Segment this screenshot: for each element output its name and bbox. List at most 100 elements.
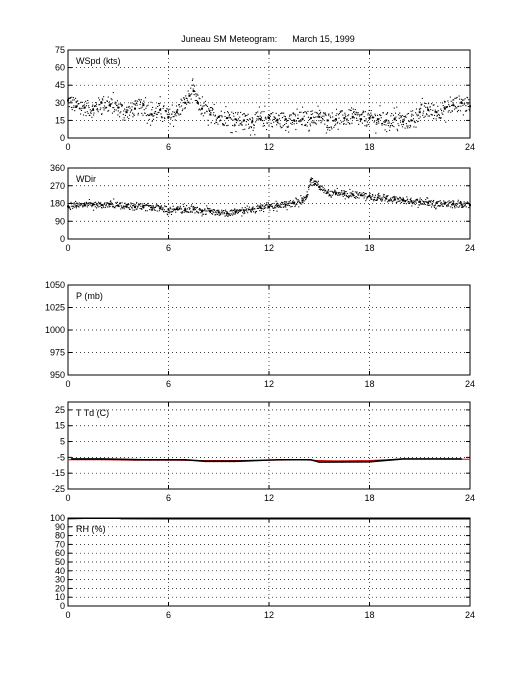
wind-direction-scatter-dot	[410, 198, 412, 200]
wind-direction-scatter-dot	[237, 212, 239, 214]
wind-speed-scatter-dot	[330, 126, 332, 128]
wind-speed-scatter-dot	[132, 116, 134, 118]
wind-direction-scatter-dot	[179, 208, 181, 210]
wind-direction-scatter-dot	[280, 206, 282, 208]
wind-speed-scatter-dot	[325, 132, 327, 134]
wind-direction-scatter-dot	[98, 202, 101, 204]
wind-direction-scatter-dot	[333, 191, 335, 193]
wind-direction-scatter-dot	[315, 184, 317, 186]
wind-direction-scatter-dot	[431, 204, 433, 206]
wind-direction-scatter-dot	[437, 205, 439, 207]
wind-speed-scatter-dot	[430, 109, 432, 111]
wind-direction-xtick-label: 24	[465, 243, 475, 253]
wind-direction-scatter-dot	[392, 196, 394, 198]
wind-direction-point	[142, 204, 145, 207]
wind-speed-scatter-dot	[230, 118, 232, 120]
wind-direction-scatter-dot	[101, 204, 103, 206]
wind-speed-scatter-dot	[389, 125, 392, 127]
wind-speed-scatter-dot	[168, 111, 170, 113]
wind-speed-scatter-dot	[260, 119, 262, 121]
wind-direction-scatter-dot	[120, 208, 122, 210]
wind-direction-scatter-dot	[343, 190, 345, 192]
wind-direction-scatter-dot	[371, 194, 374, 196]
wind-speed-scatter-dot	[395, 119, 397, 122]
wind-direction-scatter-dot	[191, 211, 193, 213]
wind-direction-scatter-dot	[248, 208, 250, 210]
wind-direction-scatter-dot	[144, 204, 146, 207]
wind-speed-scatter-dot	[240, 122, 242, 124]
wind-speed-scatter-dot	[365, 120, 367, 122]
wind-speed-scatter-dot	[270, 113, 272, 115]
wind-speed-scatter-dot	[442, 113, 444, 115]
wind-direction-scatter-dot	[79, 204, 81, 207]
wind-speed-scatter-dot	[455, 107, 457, 109]
wind-direction-scatter-dot	[424, 203, 426, 206]
wind-speed-scatter-dot	[324, 112, 326, 114]
wind-direction-scatter-dot	[188, 211, 190, 213]
wind-direction-scatter-dot	[363, 193, 366, 195]
wind-direction-scatter-dot	[212, 209, 214, 211]
wind-direction-scatter-dot	[242, 212, 244, 214]
wind-direction-scatter-dot	[194, 212, 196, 214]
temperature-dewpoint-series-point	[100, 458, 103, 460]
wind-direction-scatter-dot	[84, 202, 86, 204]
wind-direction-scatter-dot	[384, 200, 386, 202]
wind-speed-scatter-dot	[175, 115, 177, 117]
wind-direction-scatter-dot	[223, 211, 225, 214]
wind-speed-scatter-dot	[101, 113, 103, 115]
wind-speed-scatter-dot	[407, 125, 409, 127]
wind-direction-scatter-dot	[379, 198, 381, 200]
wind-speed-scatter-dot	[181, 99, 183, 101]
wind-direction-scatter-dot	[453, 204, 455, 206]
wind-direction-scatter-dot	[349, 192, 351, 194]
wind-speed-scatter-dot	[392, 114, 394, 116]
wind-speed-scatter-dot	[81, 107, 83, 109]
wind-speed-scatter-dot	[230, 131, 232, 134]
wind-direction-scatter-dot	[240, 210, 242, 212]
wind-direction-scatter-dot	[179, 205, 181, 207]
wind-direction-scatter-dot	[195, 207, 197, 209]
wind-direction-scatter-dot	[69, 208, 71, 210]
wind-speed-scatter-dot	[144, 97, 147, 99]
wind-speed-scatter-dot	[92, 104, 94, 106]
wind-speed-point	[142, 104, 145, 107]
wind-direction-scatter-dot	[304, 199, 307, 201]
wind-speed-scatter-dot	[72, 106, 74, 109]
wind-direction-scatter-dot	[318, 188, 320, 190]
wind-speed-scatter-dot	[180, 105, 183, 107]
wind-direction-scatter-dot	[214, 209, 216, 211]
wind-speed-scatter-dot	[353, 117, 356, 119]
wind-direction-scatter-dot	[309, 184, 311, 186]
wind-speed-scatter-dot	[458, 105, 460, 107]
wind-speed-scatter-dot	[140, 99, 142, 101]
wind-speed-scatter-dot	[233, 125, 235, 127]
wind-direction-scatter-dot	[263, 211, 265, 213]
wind-speed-scatter-dot	[319, 109, 321, 111]
wind-direction-point	[293, 202, 296, 205]
wind-speed-scatter-dot	[149, 114, 151, 116]
wind-speed-scatter-dot	[397, 114, 399, 116]
wind-direction-scatter-dot	[201, 215, 203, 217]
wind-direction-scatter-dot	[102, 204, 104, 206]
wind-direction-scatter-dot	[444, 201, 446, 203]
wind-speed-scatter-dot	[339, 123, 341, 125]
wind-direction-scatter-dot	[132, 209, 134, 211]
wind-speed-scatter-dot	[304, 111, 306, 113]
wind-direction-scatter-dot	[243, 211, 245, 213]
wind-direction-scatter-dot	[95, 207, 98, 209]
pressure-xtick-label: 24	[465, 379, 475, 389]
wind-speed-scatter-dot	[412, 118, 415, 120]
wind-direction-scatter-dot	[220, 211, 222, 213]
wind-direction-scatter-dot	[423, 201, 425, 203]
wind-speed-scatter-dot	[177, 109, 179, 111]
wind-speed-scatter-dot	[260, 116, 263, 118]
wind-speed-scatter-dot	[111, 103, 113, 105]
wind-direction-scatter-dot	[141, 203, 143, 205]
wind-direction-scatter-dot	[180, 208, 183, 210]
wind-direction-scatter-dot	[96, 204, 98, 206]
wind-speed-scatter-dot	[177, 113, 179, 115]
relative-humidity-ytick-label: 100	[50, 513, 65, 523]
wind-direction-scatter-dot	[327, 190, 329, 192]
wind-direction-scatter-dot	[350, 196, 352, 198]
wind-direction-scatter-dot	[270, 205, 272, 207]
